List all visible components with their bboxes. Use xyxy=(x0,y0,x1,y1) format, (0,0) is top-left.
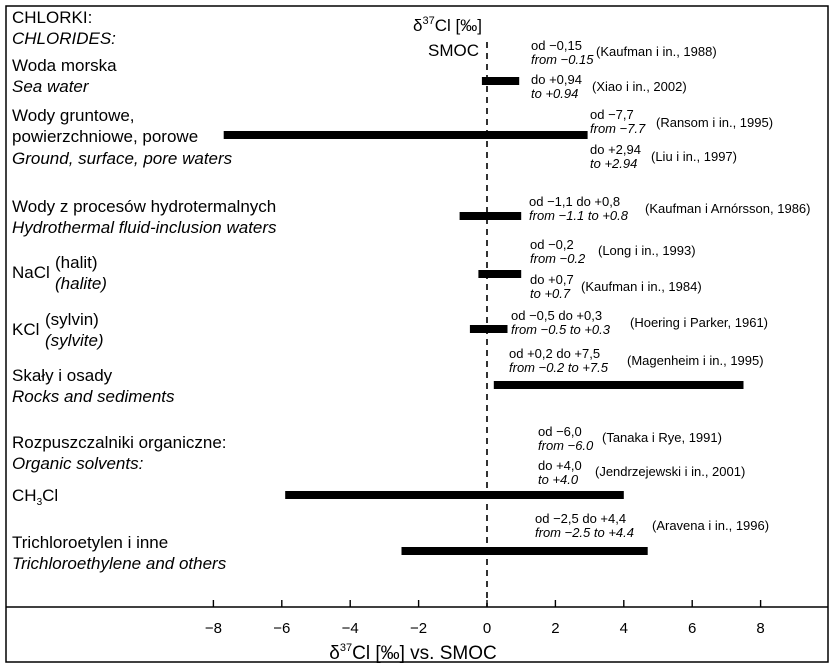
annotation-pl: od −0,5 do +0,3 xyxy=(511,308,602,323)
range-bar xyxy=(493,381,744,389)
x-tick-label: −6 xyxy=(273,620,290,637)
range-bar xyxy=(469,325,508,333)
annotation-pl: od −1,1 do +0,8 xyxy=(529,194,620,209)
annotation-group: od −0,15 from −0.15 (Kaufman i in., 1988… xyxy=(509,38,810,540)
header-en: CHLORIDES: xyxy=(12,29,116,48)
annotation-en: to +4.0 xyxy=(538,472,579,487)
x-tick-label: 2 xyxy=(551,620,559,637)
chart-frame xyxy=(5,5,829,663)
annotation-ref: (Kaufman i Arnórsson, 1986) xyxy=(645,201,810,216)
annotation-en: from −0.2 to +7.5 xyxy=(509,360,609,375)
range-bar xyxy=(481,77,520,85)
annotation-pl: do +0,94 xyxy=(531,72,582,87)
label-organic-en: Organic solvents: xyxy=(12,454,144,473)
label-hydrothermal-en: Hydrothermal fluid-inclusion waters xyxy=(12,218,277,237)
x-tick-label: 8 xyxy=(756,620,764,637)
label-ground-water-en: Ground, surface, pore waters xyxy=(12,149,233,168)
label-rocks-pl: Skały i osady xyxy=(12,366,113,385)
label-trichloro-en: Trichloroethylene and others xyxy=(12,554,227,573)
x-axis-title: δ37Cl [‰] vs. SMOC xyxy=(329,642,496,664)
label-nacl-paren: (halit) xyxy=(55,253,98,272)
annotation-en: from −0.15 xyxy=(531,52,594,67)
label-ground-water-pl-2: powierzchniowe, porowe xyxy=(12,127,198,146)
label-organic-pl: Rozpuszczalniki organiczne: xyxy=(12,433,227,452)
annotation-ref: (Ransom i in., 1995) xyxy=(656,115,773,130)
bars-group xyxy=(223,77,744,555)
annotation-pl: od −0,15 xyxy=(531,38,582,53)
annotation-ref: (Kaufman i in., 1984) xyxy=(581,279,702,294)
annotation-pl: do +4,0 xyxy=(538,458,582,473)
annotation-pl: od +0,2 do +7,5 xyxy=(509,346,600,361)
annotation-ref: (Xiao i in., 2002) xyxy=(592,79,687,94)
x-tick-label: 0 xyxy=(483,620,491,637)
label-ground-water-pl: Wody gruntowe, xyxy=(12,106,135,125)
range-bar xyxy=(459,212,522,220)
annotation-ref: (Aravena i in., 1996) xyxy=(652,518,769,533)
label-nacl-en: (halite) xyxy=(55,274,107,293)
annotation-pl: od −2,5 do +4,4 xyxy=(535,511,626,526)
label-sea-water-pl: Woda morska xyxy=(12,56,117,75)
annotation-en: from −0.5 to +0.3 xyxy=(511,322,611,337)
label-kcl: KCl xyxy=(12,320,39,339)
annotation-pl: od −6,0 xyxy=(538,424,582,439)
annotation-en: from −7.7 xyxy=(590,121,646,136)
annotation-ref: (Hoering i Parker, 1961) xyxy=(630,315,768,330)
label-rocks-en: Rocks and sediments xyxy=(12,387,175,406)
x-tick-label: 4 xyxy=(620,620,628,637)
range-bar xyxy=(478,270,522,278)
annotation-ref: (Tanaka i Rye, 1991) xyxy=(602,430,722,445)
annotation-pl: od −0,2 xyxy=(530,237,574,252)
top-axis-label: δ37Cl [‰] xyxy=(413,15,482,35)
range-bar xyxy=(401,547,648,555)
label-kcl-paren: (sylvin) xyxy=(45,310,99,329)
label-kcl-en: (sylvite) xyxy=(45,331,104,350)
annotation-en: to +0.94 xyxy=(531,86,578,101)
x-ticks-group: −8 −6 −4 −2 0 2 4 6 8 xyxy=(205,600,765,637)
x-tick-label: 6 xyxy=(688,620,696,637)
x-tick-label: −2 xyxy=(410,620,427,637)
annotation-ref: (Kaufman i in., 1988) xyxy=(596,44,717,59)
label-hydrothermal-pl: Wody z procesów hydrotermalnych xyxy=(12,197,276,216)
annotation-en: from −0.2 xyxy=(530,251,586,266)
range-bar xyxy=(285,491,624,499)
annotation-en: from −1.1 to +0.8 xyxy=(529,208,629,223)
label-sea-water-en: Sea water xyxy=(12,77,90,96)
header-pl: CHLORKI: xyxy=(12,8,92,27)
annotation-en: from −2.5 to +4.4 xyxy=(535,525,634,540)
annotation-ref: (Liu i in., 1997) xyxy=(651,149,737,164)
range-bar xyxy=(223,131,588,139)
x-tick-label: −8 xyxy=(205,620,222,637)
label-nacl: NaCl xyxy=(12,263,50,282)
annotation-ref: (Long i in., 1993) xyxy=(598,243,696,258)
top-axis-label-smoc: SMOC xyxy=(428,41,479,60)
annotation-ref: (Jendrzejewski i in., 2001) xyxy=(595,464,745,479)
annotation-en: from −6.0 xyxy=(538,438,594,453)
annotation-pl: do +0,7 xyxy=(530,272,574,287)
annotation-pl: do +2,94 xyxy=(590,142,641,157)
annotation-en: to +2.94 xyxy=(590,156,637,171)
x-tick-label: −4 xyxy=(342,620,359,637)
label-trichloro-pl: Trichloroetylen i inne xyxy=(12,533,168,552)
annotation-en: to +0.7 xyxy=(530,286,571,301)
annotation-pl: od −7,7 xyxy=(590,107,634,122)
label-ch3cl: CH3Cl xyxy=(12,486,58,508)
annotation-ref: (Magenheim i in., 1995) xyxy=(627,353,764,368)
